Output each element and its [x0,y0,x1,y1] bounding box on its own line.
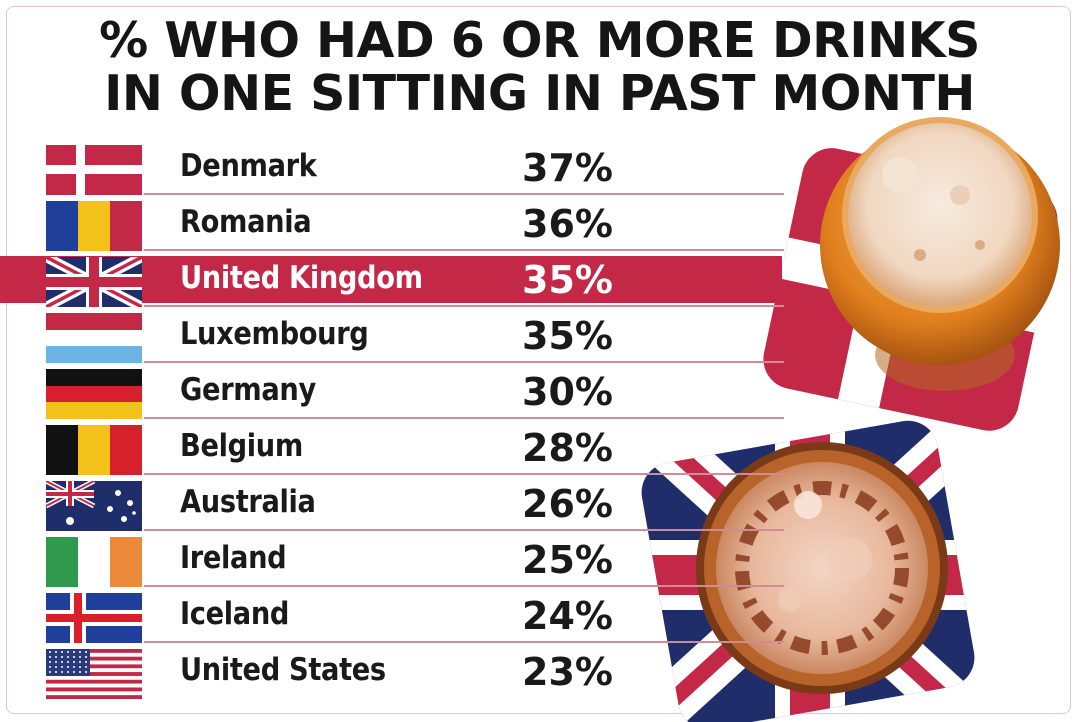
country-name: Germany [180,372,316,408]
country-name: Iceland [180,596,290,632]
country-name: Luxembourg [180,316,369,352]
percent-value: 36% [522,202,613,246]
ireland-flag [46,537,142,587]
germany-flag [46,369,142,419]
row-divider [144,529,784,531]
percent-value: 23% [522,650,613,694]
australia-flag [44,478,142,531]
percent-value: 28% [522,426,613,470]
country-name: United States [180,652,386,688]
percent-value: 25% [522,538,613,582]
row-divider [144,641,784,643]
denmark-flag [46,145,142,195]
table-row: Ireland 25% [0,535,820,587]
table-row: United Kingdom 35% [0,252,820,312]
romania-flag [46,201,142,251]
percent-value: 24% [522,594,613,638]
percent-value: 26% [522,482,613,526]
country-name: Denmark [180,148,317,184]
row-divider [144,305,784,307]
row-divider [144,249,784,251]
row-divider [144,193,784,195]
percent-value: 35% [522,314,613,358]
table-row: Luxembourg 35% [0,311,820,363]
page-frame [6,6,1071,714]
row-divider [144,585,784,587]
country-name: Belgium [180,428,303,464]
table-row: United States 23% [0,647,820,700]
table-row: Iceland 24% [0,591,820,643]
uk-flag [43,252,145,312]
percent-value: 35% [522,258,613,302]
row-divider [144,417,784,419]
row-divider [144,361,784,363]
row-divider [144,473,784,475]
country-name: Ireland [180,540,287,576]
beer-glass-bottom [696,442,948,694]
table-row: Australia 26% [0,478,820,531]
title-line-2: IN ONE SITTING IN PAST MONTH [104,65,975,122]
country-name: United Kingdom [180,260,423,296]
country-name: Romania [180,204,312,240]
luxembourg-flag [46,313,142,363]
title-line-1: % WHO HAD 6 OR MORE DRINKS [99,12,980,69]
table-row: Denmark 37% [0,143,820,195]
table-row: Belgium 28% [0,423,820,475]
country-name: Australia [180,484,316,520]
beer-glass-top [820,117,1060,391]
usa-flag [46,649,142,700]
iceland-flag [46,593,142,643]
chart-title: % WHO HAD 6 OR MORE DRINKS IN ONE SITTIN… [0,14,1079,120]
belgium-flag [46,425,142,475]
table-row: Romania 36% [0,199,820,251]
percent-value: 37% [522,146,613,190]
percent-value: 30% [522,370,613,414]
table-row: Germany 30% [0,367,820,419]
